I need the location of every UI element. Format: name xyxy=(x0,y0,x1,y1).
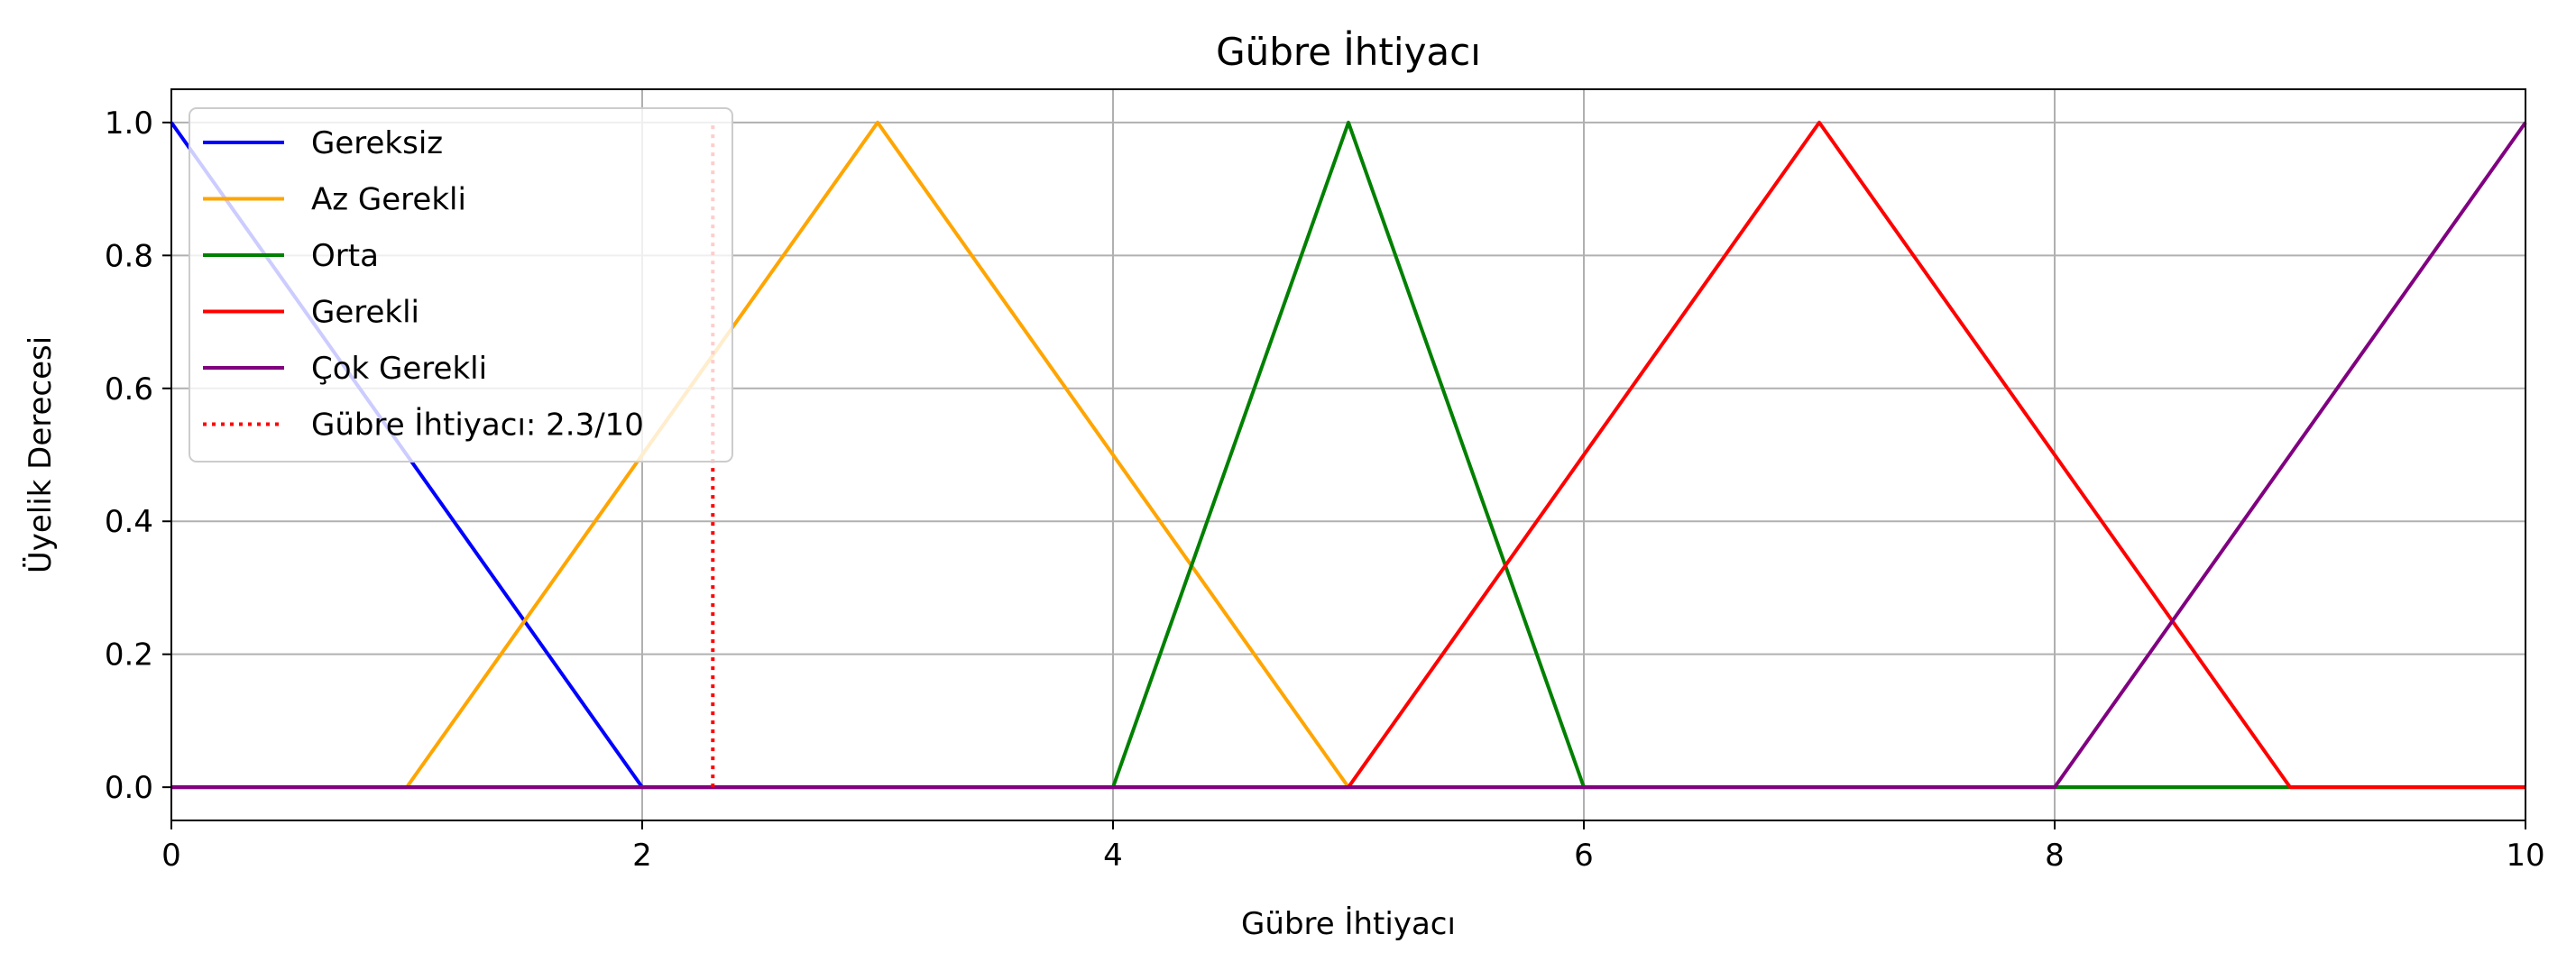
legend-label: Gereksiz xyxy=(311,125,443,161)
series-line xyxy=(171,121,2527,790)
chart-title: Gübre İhtiyacı xyxy=(1216,29,1481,74)
y-tick-label: 0.6 xyxy=(105,371,153,408)
y-axis-label: Üyelik Derecesi xyxy=(22,336,59,573)
y-tick-label: 0.8 xyxy=(105,238,153,274)
legend-label: Çok Gerekli xyxy=(311,351,487,387)
x-tick-label: 8 xyxy=(2045,838,2065,874)
x-tick-label: 6 xyxy=(1574,838,1594,874)
x-tick-label: 2 xyxy=(632,838,652,874)
legend-box xyxy=(189,107,733,463)
y-tick-label: 0.0 xyxy=(105,770,153,806)
legend-label: Gübre İhtiyacı: 2.3/10 xyxy=(311,408,644,444)
x-tick-label: 10 xyxy=(2506,838,2544,874)
y-tick-label: 1.0 xyxy=(105,105,153,142)
x-axis-label: Gübre İhtiyacı xyxy=(1241,906,1456,942)
x-tick-label: 0 xyxy=(161,838,181,874)
y-tick-label: 0.2 xyxy=(105,637,153,673)
series-lines xyxy=(170,120,2527,790)
plot-frame xyxy=(170,88,2526,821)
axis-ticks: 0 2 4 6 8 10 0.0 0.2 0.4 0.6 0.8 1.0 xyxy=(105,105,2545,874)
legend: Gereksiz Az Gerekli Orta Gerekli Çok Gerekli… xyxy=(189,107,733,463)
y-tick-label: 0.4 xyxy=(105,504,153,540)
x-tick-label: 4 xyxy=(1103,838,1123,874)
legend-label: Gerekli xyxy=(311,295,419,331)
legend-label: Orta xyxy=(311,238,379,274)
legend-label: Az Gerekli xyxy=(311,182,466,218)
